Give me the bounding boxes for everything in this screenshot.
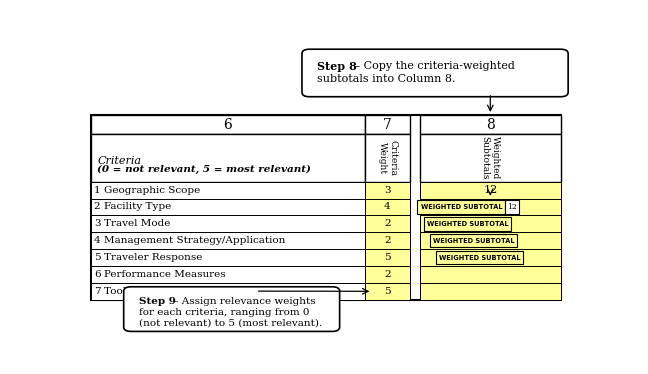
Bar	[417, 200, 505, 214]
Text: 5: 5	[384, 287, 391, 296]
Bar	[365, 266, 410, 283]
Text: Step 8: Step 8	[317, 61, 357, 72]
Bar	[420, 249, 561, 266]
Text: 8: 8	[486, 118, 494, 132]
Bar	[365, 116, 410, 134]
Bar	[505, 200, 520, 214]
Bar	[365, 199, 410, 215]
Text: WEIGHTED SUBTOTAL: WEIGHTED SUBTOTAL	[433, 238, 515, 244]
Text: 7: 7	[383, 118, 392, 132]
Text: 4: 4	[94, 236, 100, 245]
Text: – Copy the criteria-weighted: – Copy the criteria-weighted	[351, 61, 515, 71]
Text: Criteria: Criteria	[97, 156, 141, 166]
FancyBboxPatch shape	[124, 287, 340, 331]
Bar	[365, 134, 410, 182]
Bar	[91, 249, 365, 266]
Text: subtotals into Column 8.: subtotals into Column 8.	[317, 74, 456, 84]
Bar	[91, 283, 365, 300]
Text: Step 9: Step 9	[139, 297, 176, 306]
Bar	[91, 116, 365, 134]
Text: WEIGHTED SUBTOTAL: WEIGHTED SUBTOTAL	[426, 221, 508, 227]
Text: 3: 3	[384, 186, 391, 194]
Text: 2: 2	[94, 202, 100, 211]
Bar	[91, 199, 365, 215]
Bar	[91, 116, 561, 300]
Bar	[420, 134, 561, 182]
Text: (not relevant) to 5 (most relevant).: (not relevant) to 5 (most relevant).	[139, 319, 322, 328]
Text: WEIGHTED SUBTOTAL: WEIGHTED SUBTOTAL	[439, 255, 520, 261]
Text: 1: 1	[94, 186, 100, 194]
Text: Performance Measures: Performance Measures	[104, 270, 226, 279]
Text: 12: 12	[507, 203, 517, 211]
Bar	[420, 266, 561, 283]
Text: 4: 4	[384, 202, 391, 211]
Text: Facility Type: Facility Type	[104, 202, 171, 211]
Text: Weighted
Subtotals: Weighted Subtotals	[481, 136, 500, 180]
Text: 2: 2	[384, 219, 391, 229]
Text: WEIGHTED SUBTOTAL: WEIGHTED SUBTOTAL	[421, 204, 502, 210]
Bar	[435, 251, 524, 264]
Bar	[91, 182, 365, 199]
Bar	[365, 249, 410, 266]
Bar	[91, 266, 365, 283]
Text: Traveler Response: Traveler Response	[104, 253, 202, 262]
Bar	[365, 215, 410, 232]
Text: 12: 12	[483, 185, 498, 195]
FancyBboxPatch shape	[302, 49, 568, 97]
Bar	[420, 116, 561, 134]
Bar	[420, 232, 561, 249]
Text: Geographic Scope: Geographic Scope	[104, 186, 200, 194]
Bar	[91, 215, 365, 232]
Text: Criteria
Weight: Criteria Weight	[378, 140, 397, 176]
Text: 2: 2	[384, 270, 391, 279]
Text: 6: 6	[224, 118, 232, 132]
Text: – Assign relevance weights: – Assign relevance weights	[170, 297, 316, 306]
Bar	[365, 283, 410, 300]
Text: 3: 3	[94, 219, 100, 229]
Text: Management Strategy/Application: Management Strategy/Application	[104, 236, 285, 245]
Bar	[365, 182, 410, 199]
Text: 5: 5	[94, 253, 100, 262]
Text: Tool/Cost Effectiveness: Tool/Cost Effectiveness	[104, 287, 226, 296]
Text: Travel Mode: Travel Mode	[104, 219, 170, 229]
Text: 6: 6	[94, 270, 100, 279]
Bar	[420, 182, 561, 199]
Text: 5: 5	[384, 253, 391, 262]
Bar	[91, 134, 365, 182]
Bar	[420, 215, 561, 232]
Text: 7: 7	[94, 287, 100, 296]
Bar	[424, 217, 511, 231]
Text: for each criteria, ranging from 0: for each criteria, ranging from 0	[139, 309, 309, 318]
Bar	[420, 199, 561, 215]
Bar	[430, 234, 517, 248]
Bar	[365, 232, 410, 249]
Text: (0 = not relevant, 5 = most relevant): (0 = not relevant, 5 = most relevant)	[97, 165, 311, 175]
Text: 2: 2	[384, 236, 391, 245]
Bar	[91, 232, 365, 249]
Bar	[420, 283, 561, 300]
